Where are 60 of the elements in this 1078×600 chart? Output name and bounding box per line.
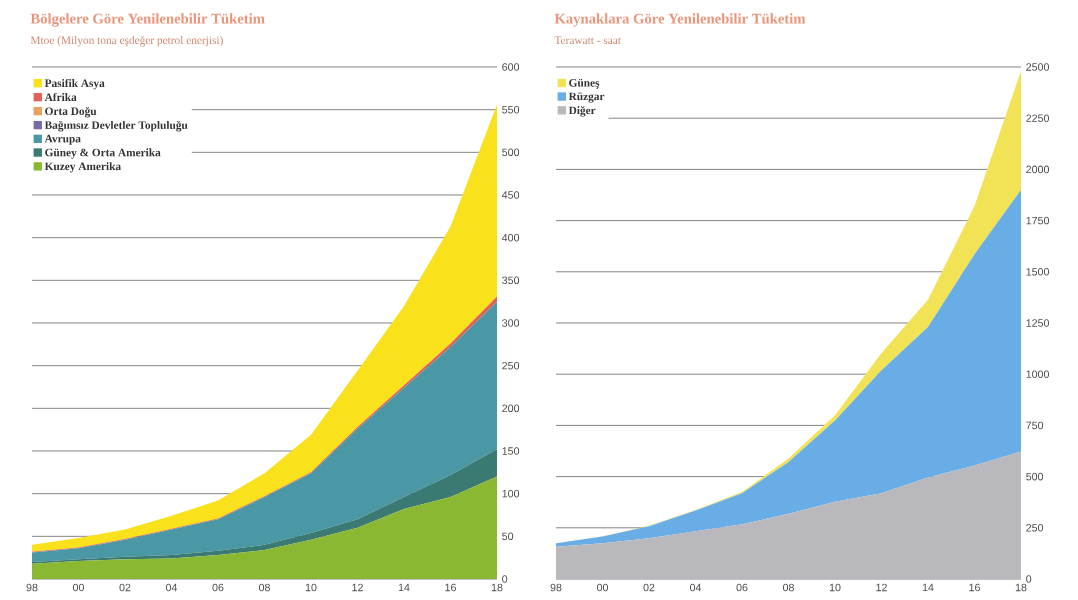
x-tick-label: 16 [969, 583, 980, 592]
y-tick-label: 1750 [1026, 216, 1050, 225]
legend-label: Diğer [568, 106, 596, 117]
legend-label: Avrupa [44, 134, 81, 145]
y-tick-label: 250 [1026, 524, 1044, 532]
y-tick-label: 400 [501, 233, 520, 242]
y-tick-label: 350 [502, 276, 520, 285]
legend-label: Afrika [44, 92, 77, 102]
x-tick-label: 16 [445, 583, 456, 592]
legend-label: Kuzey Amerika [44, 162, 121, 173]
x-tick-label: 06 [736, 583, 748, 592]
chart-subtitle: Terawatt - saat [554, 36, 621, 45]
y-tick-label: 2250 [1026, 114, 1050, 122]
y-tick-label: 50 [502, 532, 514, 541]
y-tick-label: 1000 [1026, 370, 1050, 378]
x-tick-label: 00 [596, 583, 609, 592]
y-tick-label: 150 [502, 447, 520, 455]
x-tick-label: 04 [689, 583, 702, 592]
y-tick-label: 1250 [1026, 319, 1050, 327]
legend-label: Bağımsız Devletler Topluluğu [44, 120, 188, 132]
x-tick-label: 18 [491, 583, 503, 592]
x-tick-label: 06 [212, 583, 224, 592]
x-tick-label: 10 [829, 583, 841, 592]
x-tick-label: 14 [398, 583, 410, 592]
x-tick-label: 00 [72, 583, 85, 592]
x-tick-label: 18 [1015, 583, 1027, 592]
y-tick-label: 750 [1026, 421, 1044, 430]
x-tick-label: 12 [352, 583, 363, 592]
y-tick-label: 250 [502, 361, 520, 370]
legend-label: Güneş [569, 78, 600, 89]
x-tick-label: 98 [550, 583, 562, 592]
y-tick-label: 0 [1026, 575, 1032, 583]
legend-label: Rüzgar [568, 92, 605, 103]
x-tick-label: 04 [165, 583, 178, 592]
y-tick-label: 0 [502, 575, 508, 583]
y-tick-label: 100 [502, 489, 520, 498]
chart-title: Bölgelere Göre Yenilenebilir Tüketim [30, 13, 265, 27]
x-tick-label: 08 [258, 583, 270, 592]
legend-label: Orta Doğu [45, 106, 97, 118]
chart-title: Kaynaklara Göre Yenilenebilir Tüketim [554, 13, 806, 27]
y-tick-label: 550 [502, 105, 520, 114]
y-tick-label: 300 [502, 319, 520, 327]
y-tick-label: 600 [502, 63, 520, 71]
x-tick-label: 08 [782, 583, 794, 592]
y-tick-label: 500 [1026, 472, 1044, 481]
x-tick-label: 02 [643, 583, 655, 592]
chart-subtitle: Mtoe (Milyon tona eşdeğer petrol enerjisi) [30, 36, 223, 47]
x-tick-label: 98 [26, 583, 38, 592]
y-tick-label: 1500 [1026, 268, 1050, 276]
x-tick-label: 14 [922, 583, 934, 592]
y-tick-label: 450 [501, 191, 520, 199]
legend-label: Güney & Orta Amerika [45, 148, 161, 159]
x-tick-label: 12 [876, 583, 887, 592]
y-tick-label: 2000 [1026, 165, 1050, 174]
y-tick-label: 2500 [1026, 63, 1050, 71]
legend-label: Pasifik Asya [44, 78, 105, 90]
x-tick-label: 02 [119, 583, 131, 592]
y-tick-label: 500 [502, 148, 520, 157]
x-tick-label: 10 [305, 583, 317, 592]
y-tick-label: 200 [502, 404, 520, 413]
